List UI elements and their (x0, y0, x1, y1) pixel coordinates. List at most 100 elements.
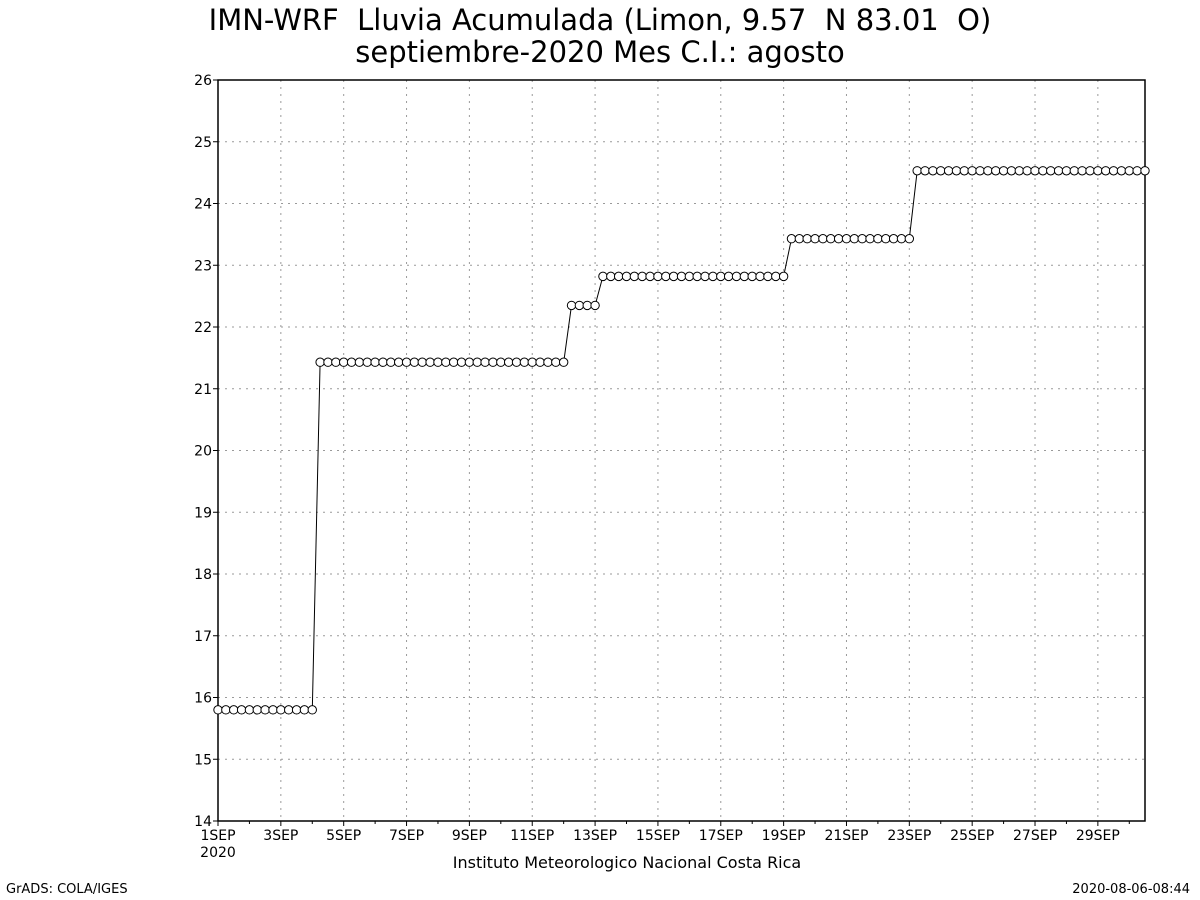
data-point (645, 271, 655, 282)
chart-title: IMN-WRF Lluvia Acumulada (Limon, 9.57 N … (208, 3, 992, 37)
y-tick-label: 26 (194, 73, 212, 89)
y-tick-label: 19 (194, 505, 212, 521)
data-point (637, 271, 647, 282)
data-point (1116, 166, 1127, 176)
data-point (448, 357, 459, 367)
data-point (723, 271, 734, 282)
data-point (386, 357, 396, 367)
data-point (684, 271, 695, 282)
data-point (661, 271, 671, 282)
data-point (794, 233, 805, 244)
data-point (1069, 166, 1079, 176)
data-point (778, 271, 789, 282)
data-point (1022, 166, 1032, 176)
timestamp: 2020-08-06-08:44 (1072, 882, 1190, 897)
data-point (496, 357, 506, 367)
data-point (873, 233, 883, 244)
series-rainfall (213, 166, 1150, 715)
data-point (833, 233, 844, 244)
data-point (488, 357, 498, 367)
data-point (276, 705, 286, 715)
x-year-label: 2020 (200, 845, 236, 861)
data-point (676, 271, 687, 282)
y-tick-label: 23 (194, 258, 212, 274)
data-point (998, 166, 1009, 176)
data-point (771, 271, 781, 282)
data-point (621, 271, 632, 282)
data-point (1053, 166, 1064, 176)
data-point (1132, 166, 1142, 176)
data-point (668, 271, 679, 282)
data-point (315, 357, 325, 367)
x-tick-label: 3SEP (263, 828, 298, 844)
data-point (928, 166, 938, 176)
data-point (1077, 166, 1087, 176)
data-point (904, 233, 915, 244)
data-point (708, 271, 718, 282)
x-tick-label: 29SEP (1076, 828, 1120, 844)
x-tick-label: 11SEP (510, 828, 554, 844)
data-point (1101, 166, 1111, 176)
x-tick-label: 25SEP (950, 828, 994, 844)
y-tick-label: 18 (194, 567, 212, 583)
data-point (896, 233, 907, 244)
data-point (582, 300, 592, 311)
data-point (519, 357, 530, 367)
data-point (1108, 166, 1119, 176)
data-point (338, 357, 349, 367)
data-point (299, 705, 310, 715)
data-point (653, 271, 663, 282)
y-tick-label: 24 (194, 197, 212, 213)
data-point (472, 357, 482, 367)
grid-lines (218, 80, 1145, 821)
data-point (362, 357, 372, 367)
data-point (307, 705, 317, 715)
chart-subtitle: septiembre-2020 Mes C.I.: agosto (355, 35, 845, 69)
data-point (810, 233, 820, 244)
data-point (244, 705, 255, 715)
data-point (606, 271, 616, 282)
y-tick-label: 21 (194, 382, 212, 398)
data-point (731, 271, 742, 282)
data-point (739, 271, 750, 282)
data-point (959, 166, 970, 176)
x-tick-label: 13SEP (573, 828, 617, 844)
x-tick-label: 21SEP (824, 828, 868, 844)
data-point (920, 166, 930, 176)
data-point (464, 357, 475, 367)
data-point (425, 357, 435, 367)
data-point (1030, 166, 1040, 176)
data-point (558, 357, 569, 367)
data-point (221, 705, 231, 715)
data-point (881, 233, 891, 244)
data-point (857, 233, 867, 244)
data-point (975, 166, 985, 176)
data-point (291, 705, 302, 715)
data-point (841, 233, 852, 244)
data-point (1085, 166, 1095, 176)
x-tick-label: 9SEP (452, 828, 487, 844)
data-point (378, 357, 388, 367)
data-point (456, 357, 467, 367)
data-point (888, 233, 899, 244)
institution-label: Instituto Meteorologico Nacional Costa R… (452, 853, 802, 872)
data-point (409, 357, 420, 367)
x-tick-label: 15SEP (636, 828, 680, 844)
data-point (802, 233, 812, 244)
data-point (323, 357, 333, 367)
data-point (991, 166, 1001, 176)
data-point (613, 271, 624, 282)
data-point (1046, 166, 1056, 176)
data-point (865, 233, 875, 244)
data-point (755, 271, 765, 282)
plot-frame (217, 79, 1146, 822)
x-tick-label: 5SEP (326, 828, 361, 844)
y-tick-label: 14 (194, 814, 212, 830)
data-point (1124, 166, 1134, 176)
data-point (346, 357, 357, 367)
data-point (818, 233, 828, 244)
data-point (700, 271, 710, 282)
data-point (1038, 166, 1048, 176)
data-point (527, 357, 537, 367)
data-point (1006, 166, 1017, 176)
